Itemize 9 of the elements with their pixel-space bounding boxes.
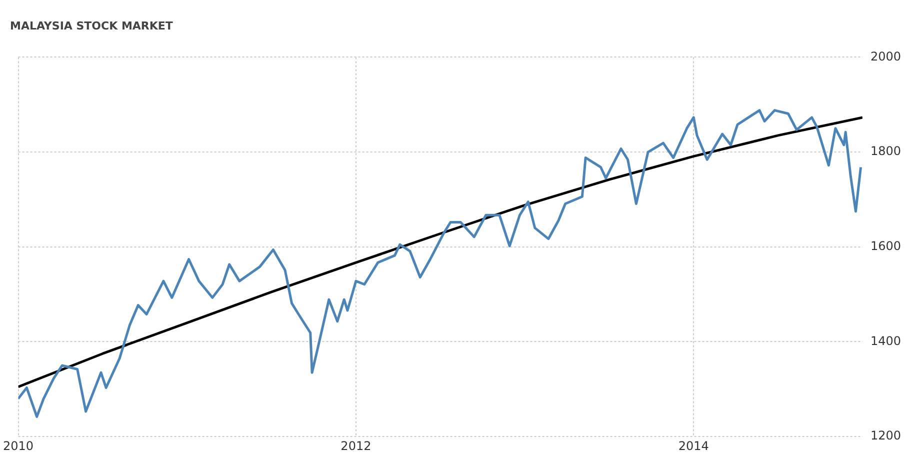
x-tick-label: 2010 — [2, 438, 34, 453]
x-tick-label: 2014 — [678, 438, 709, 453]
y-tick-label: 1800 — [870, 144, 902, 158]
y-tick-label: 1400 — [870, 334, 902, 348]
chart-title: MALAYSIA STOCK MARKET — [10, 19, 174, 32]
x-tick-label: 2012 — [340, 438, 372, 453]
y-tick-label: 1200 — [870, 428, 902, 443]
y-tick-label: 2000 — [870, 49, 902, 64]
y-tick-label: 1600 — [870, 239, 902, 254]
